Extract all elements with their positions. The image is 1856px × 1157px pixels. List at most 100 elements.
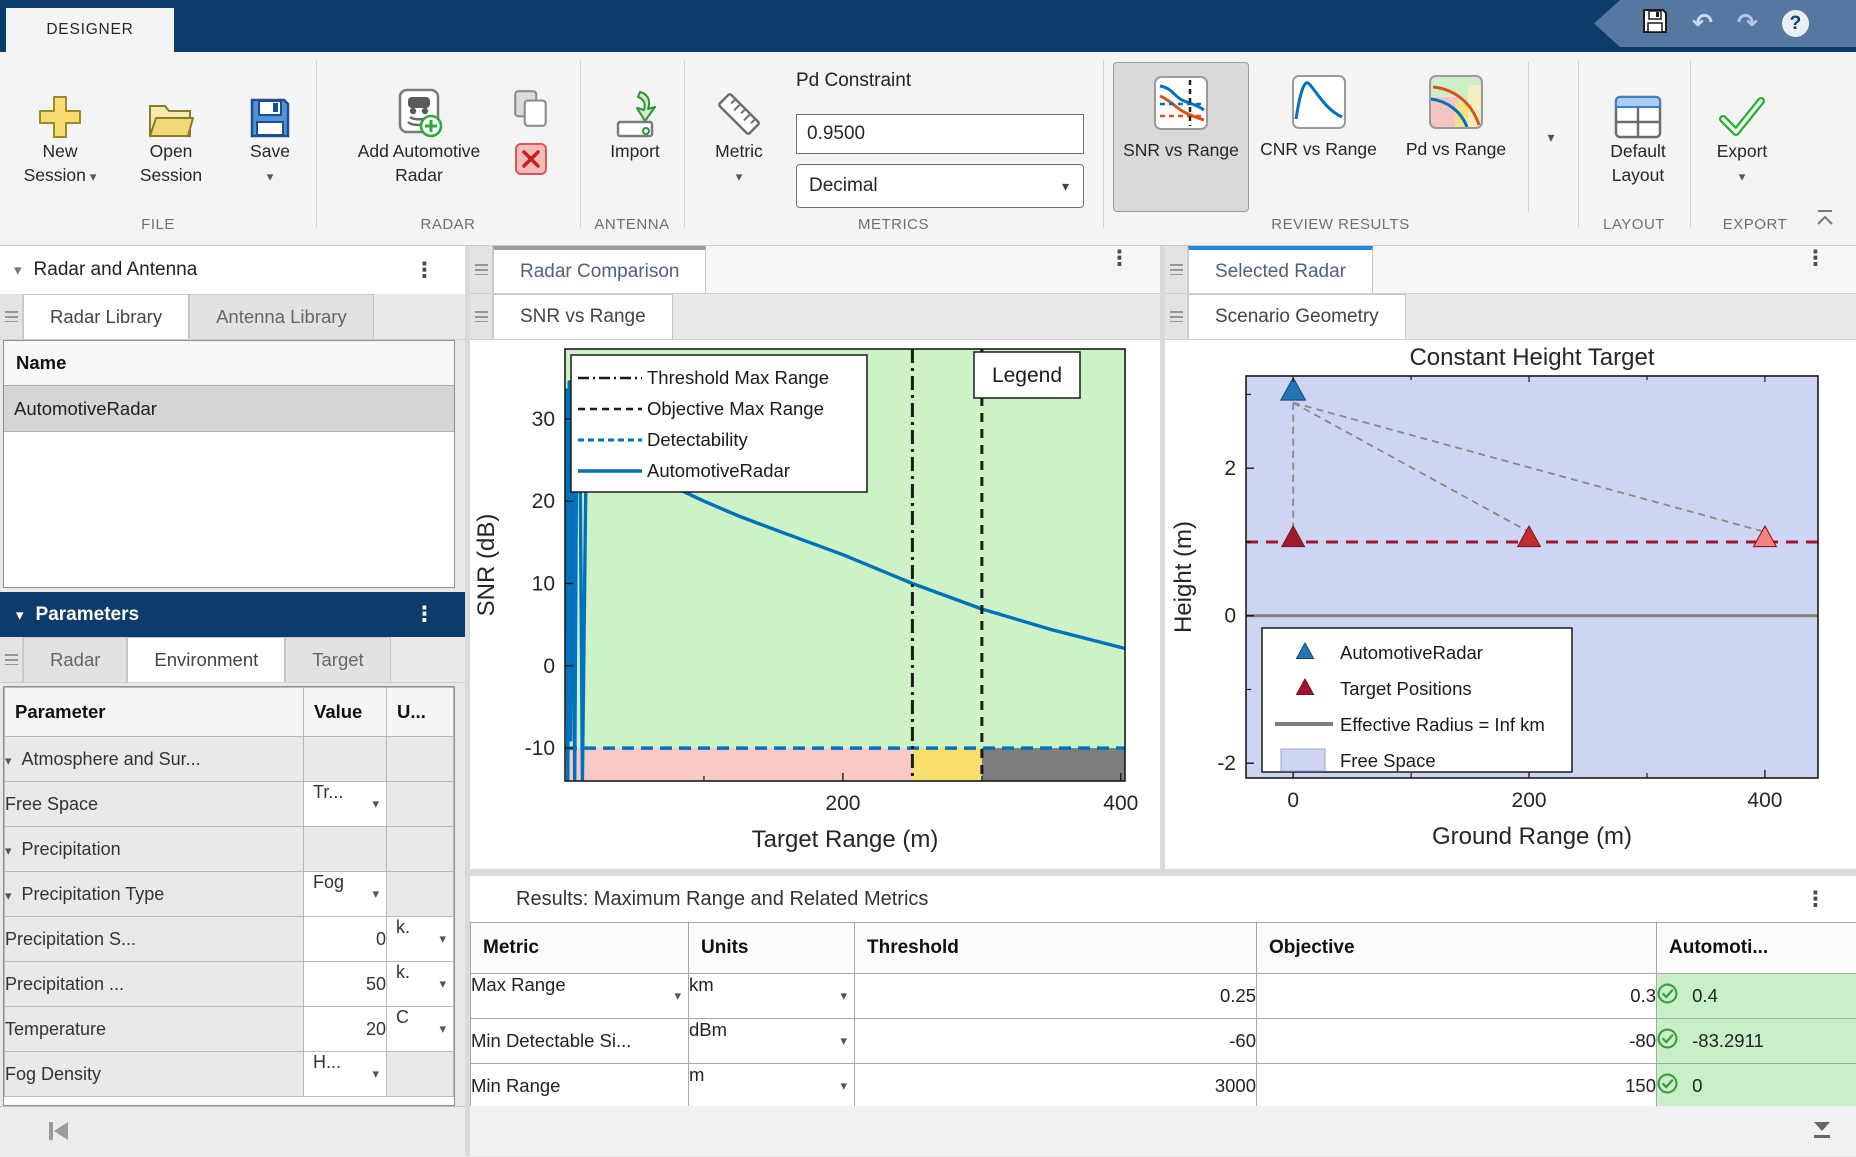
tab-snr-vs-range[interactable]: SNR vs Range <box>493 294 673 339</box>
collapse-ribbon-icon[interactable] <box>1814 208 1838 230</box>
undo-icon[interactable]: ↶ <box>1692 11 1713 36</box>
threshold-value[interactable]: 3000 <box>855 1064 1257 1109</box>
param-row[interactable]: Free Space Tr...▾ <box>5 782 454 827</box>
group-label-file: FILE <box>0 216 316 233</box>
collapse-chevron-icon[interactable]: ▾ <box>5 888 12 903</box>
open-session-button[interactable]: Open Session <box>118 60 224 188</box>
temperature-input[interactable]: 20 <box>304 1007 387 1052</box>
tab-radar-library[interactable]: Radar Library <box>23 294 189 339</box>
tab-radar-comparison[interactable]: Radar Comparison <box>493 246 706 293</box>
threshold-value[interactable]: 0.25 <box>855 974 1257 1019</box>
units-dropdown[interactable]: dBm▾ <box>689 1019 855 1064</box>
drag-grip-icon[interactable] <box>0 294 23 339</box>
circle-check-icon <box>1657 1073 1678 1099</box>
tab-selected-radar[interactable]: Selected Radar <box>1188 246 1373 293</box>
parameters-panel-header[interactable]: ▾ Parameters ⋮ <box>0 592 465 637</box>
param-row[interactable]: ▾Precipitation <box>5 827 454 872</box>
open-session-icon <box>118 60 224 140</box>
right-panel-menu-icon[interactable]: ⋮ <box>1805 246 1856 293</box>
tab-radar[interactable]: Radar <box>23 637 127 682</box>
collapse-panel-icon[interactable] <box>46 1120 72 1147</box>
objective-value[interactable]: 0.3 <box>1257 974 1657 1019</box>
radar-antenna-panel-title: Radar and Antenna <box>34 259 198 281</box>
quick-save-icon[interactable] <box>1642 8 1668 39</box>
param-row[interactable]: Precipitation S... 0 k.▾ <box>5 917 454 962</box>
free-space-dropdown[interactable]: Tr...▾ <box>304 782 387 827</box>
param-row[interactable]: ▾Precipitation Type Fog▾ <box>5 872 454 917</box>
precipitation-input[interactable]: 50 <box>304 962 387 1007</box>
tab-designer[interactable]: DESIGNER <box>6 8 174 52</box>
horizontal-splitter[interactable] <box>470 869 1856 876</box>
help-icon[interactable]: ? <box>1782 10 1809 37</box>
drag-grip-icon[interactable] <box>0 637 23 682</box>
units-dropdown[interactable]: m▾ <box>689 1064 855 1109</box>
cnr-vs-range-button[interactable]: CNR vs Range <box>1253 62 1384 212</box>
dock-down-icon[interactable] <box>1810 1118 1834 1147</box>
gallery-dropdown-icon[interactable]: ▾ <box>1528 62 1573 212</box>
parameters-menu-icon[interactable]: ⋮ <box>414 602 465 627</box>
collapse-chevron-icon[interactable]: ▾ <box>14 261 22 279</box>
param-row[interactable]: Precipitation ... 50 k.▾ <box>5 962 454 1007</box>
pd-constraint-input[interactable]: 0.9500 <box>796 114 1084 154</box>
result-row[interactable]: Max Range▾ km▾ 0.25 0.3 0.4 <box>471 974 1856 1019</box>
result-value-pass: 0.4 <box>1657 974 1856 1019</box>
import-button[interactable]: Import <box>592 60 678 164</box>
collapse-chevron-icon[interactable]: ▾ <box>16 606 24 624</box>
center-panel-menu-icon[interactable]: ⋮ <box>1109 246 1160 293</box>
param-row[interactable]: ▾Atmosphere and Sur... <box>5 737 454 782</box>
red[interactable]: ↷ <box>1737 11 1758 36</box>
objective-value[interactable]: -80 <box>1257 1019 1657 1064</box>
center-doc-tabstrip: Radar Comparison ⋮ <box>470 246 1160 294</box>
unit-dropdown[interactable]: C▾ <box>387 1007 454 1052</box>
tab-environment[interactable]: Environment <box>127 637 285 682</box>
chevron-down-icon: ▾ <box>372 872 386 916</box>
tab-target[interactable]: Target <box>285 637 390 682</box>
param-row[interactable]: Fog Density H...▾ <box>5 1052 454 1097</box>
save-button[interactable]: Save ▾ <box>232 60 308 188</box>
radar-antenna-panel-header[interactable]: ▾ Radar and Antenna ⋮ <box>0 246 465 295</box>
units-dropdown[interactable]: km▾ <box>689 974 855 1019</box>
circle-check-icon <box>1657 983 1678 1009</box>
copy-radar-icon[interactable] <box>512 88 550 135</box>
objective-value[interactable]: 150 <box>1257 1064 1657 1109</box>
export-label: Export <box>1698 140 1786 164</box>
pd-vs-range-button[interactable]: Pd vs Range <box>1386 62 1526 212</box>
drag-grip-icon[interactable] <box>1165 246 1188 293</box>
radar-antenna-menu-icon[interactable]: ⋮ <box>414 258 465 283</box>
cnr-vs-range-icon <box>1253 66 1384 138</box>
add-automotive-radar-button[interactable]: Add Automotive Radar <box>330 60 508 188</box>
threshold-value[interactable]: -60 <box>855 1019 1257 1064</box>
drag-grip-icon[interactable] <box>470 294 493 339</box>
collapse-chevron-icon[interactable]: ▾ <box>5 843 12 858</box>
snr-vs-range-button[interactable]: SNR vs Range <box>1113 62 1249 212</box>
metric-dropdown[interactable]: Max Range▾ <box>471 974 689 1019</box>
result-row[interactable]: Min Detectable Si... dBm▾ -60 -80 -83.29… <box>471 1019 1856 1064</box>
delete-radar-icon[interactable] <box>514 142 548 181</box>
drag-grip-icon[interactable] <box>470 246 493 293</box>
format-dropdown[interactable]: Decimal▾ <box>796 164 1084 208</box>
tab-scenario-geometry[interactable]: Scenario Geometry <box>1188 294 1406 339</box>
collapse-chevron-icon[interactable]: ▾ <box>5 753 12 768</box>
svg-text:0: 0 <box>543 655 555 678</box>
new-session-button[interactable]: New Session▾ <box>10 60 110 188</box>
precipitation-type-dropdown[interactable]: Fog▾ <box>304 872 387 917</box>
precipitation-s-input[interactable]: 0 <box>304 917 387 962</box>
metric-button[interactable]: Metric ▾ <box>698 60 780 188</box>
quick-access-toolbar: ↶ ↷ ? <box>1594 0 1856 47</box>
cnr-vs-range-label: CNR vs <box>1260 139 1320 159</box>
unit-dropdown[interactable]: k.▾ <box>387 917 454 962</box>
col-units: U... <box>387 688 454 737</box>
save-label: Save <box>232 140 308 164</box>
fog-density-dropdown[interactable]: H...▾ <box>304 1052 387 1097</box>
export-button[interactable]: Export ▾ <box>1698 60 1786 188</box>
param-row[interactable]: Temperature 20 C▾ <box>5 1007 454 1052</box>
radar-list-item[interactable]: AutomotiveRadar <box>4 386 454 432</box>
result-row[interactable]: Min Range m▾ 3000 150 0 <box>471 1064 1856 1109</box>
unit-dropdown[interactable]: k.▾ <box>387 962 454 1007</box>
results-menu-icon[interactable]: ⋮ <box>1805 887 1856 912</box>
tab-antenna-library[interactable]: Antenna Library <box>189 294 374 339</box>
default-layout-button[interactable]: Default Layout <box>1588 60 1688 188</box>
drag-grip-icon[interactable] <box>1165 294 1188 339</box>
